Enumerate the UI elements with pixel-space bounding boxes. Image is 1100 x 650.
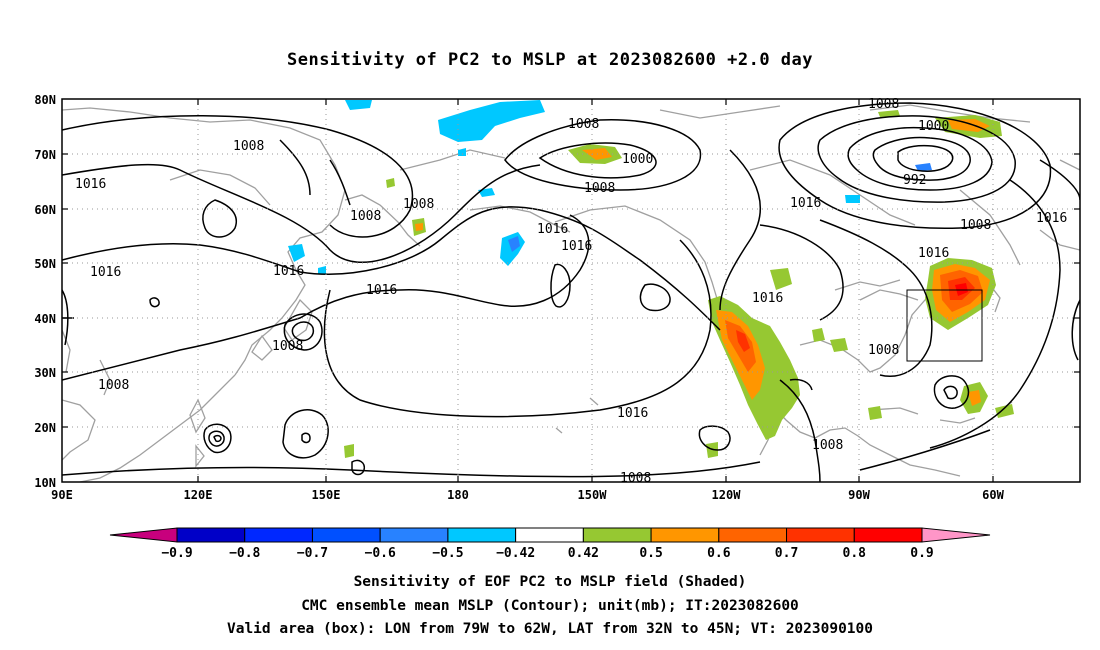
lat-label: 60N: [34, 203, 56, 217]
colorbar-label: 0.8: [843, 546, 867, 561]
contour-label: 1016: [617, 406, 648, 421]
lon-label: 90E: [51, 488, 73, 502]
colorbar-swatch: [786, 527, 855, 543]
colorbar-swatch: [582, 527, 652, 543]
colorbar-high-triangle: [921, 527, 991, 543]
contour-label-group: 1008 1016 1008 1016 1016 1008 1008 1008 …: [75, 97, 1067, 486]
lat-label: 70N: [34, 148, 56, 162]
lat-label: 40N: [34, 312, 56, 326]
valid-area-box: [906, 289, 983, 362]
lat-label: 50N: [34, 257, 56, 271]
colorbar-label: −0.6: [365, 546, 396, 561]
colorbar-label: −0.5: [432, 546, 463, 561]
colorbar-swatch: [718, 527, 788, 543]
contour-label: 1016: [90, 265, 121, 280]
contour-label: 1008: [403, 197, 434, 212]
contour-label: 1008: [620, 471, 651, 486]
colorbar-label: 0.9: [910, 546, 933, 561]
lat-label: 10N: [34, 476, 56, 490]
lon-label: 150W: [578, 488, 608, 502]
colorbar-label: −0.8: [229, 546, 260, 561]
colorbar-label: −0.9: [161, 546, 192, 561]
colorbar-swatch: [176, 527, 246, 543]
chart-title: Sensitivity of PC2 to MSLP at 2023082600…: [286, 50, 813, 70]
colorbar-swatch: [311, 527, 381, 543]
lon-label: 120W: [712, 488, 742, 502]
lon-label: 90W: [848, 488, 870, 502]
contour-label: 1016: [918, 246, 949, 261]
colorbar-swatch: [379, 527, 449, 543]
contour-label: 1008: [584, 181, 615, 196]
contour-label: 1008: [812, 438, 843, 453]
longitude-labels: 90E 120E 150E 180 150W 120W 90W 60W: [51, 488, 1004, 502]
footer-line-shading: Sensitivity of EOF PC2 to MSLP field (Sh…: [353, 574, 747, 590]
colorbar-swatch: [650, 527, 720, 543]
colorbar-low-triangle: [109, 527, 178, 543]
plot-frame: [61, 98, 1081, 483]
colorbar-swatch: [447, 527, 517, 543]
colorbar-swatch: [853, 527, 923, 543]
colorbar-label: 0.7: [775, 546, 798, 561]
colorbar-label: 0.42: [568, 546, 599, 561]
contour-label: 1016: [752, 291, 783, 306]
contour-label: 1016: [537, 222, 568, 237]
colorbar-swatch: [515, 527, 584, 543]
colorbar-label: 0.6: [707, 546, 731, 561]
contour-label: 1008: [960, 218, 991, 233]
contour-label: 992: [903, 173, 926, 188]
lat-label: 20N: [34, 421, 56, 435]
colorbar-swatch: [244, 527, 313, 543]
footer-line-valid-area: Valid area (box): LON from 79W to 62W, L…: [226, 621, 873, 637]
contour-label: 1016: [1036, 211, 1067, 226]
colorbar-labels: −0.9 −0.8 −0.7 −0.6 −0.5 −0.42 0.42 0.5 0.6 0.7 0.…: [161, 546, 933, 561]
latitude-labels: 80N 70N 60N 50N 40N 30N 20N 10N: [34, 93, 56, 490]
lat-label: 80N: [34, 93, 56, 107]
lon-label: 150E: [312, 488, 341, 502]
lon-label: 120E: [184, 488, 213, 502]
contour-label: 1016: [75, 177, 106, 192]
colorbar-label: −0.42: [496, 546, 535, 561]
contour-label: 1016: [561, 239, 592, 254]
axis-ticks: [62, 99, 1080, 482]
lat-label: 30N: [34, 366, 56, 380]
contour-label: 1016: [790, 196, 821, 211]
contour-label: 1008: [568, 117, 599, 132]
contour-label: 1000: [918, 119, 949, 134]
contour-label: 1016: [273, 264, 304, 279]
contour-label: 1008: [233, 139, 264, 154]
positive-sensitivity-regions: [344, 110, 1014, 458]
contour-label: 1008: [868, 97, 899, 112]
contour-label: 1016: [366, 283, 397, 298]
contour-label: 1008: [98, 378, 129, 393]
negative-sensitivity-regions: [288, 100, 932, 274]
contour-label: 1008: [350, 209, 381, 224]
colorbar-label: −0.7: [297, 546, 328, 561]
contour-label: 1000: [622, 152, 653, 167]
contour-label: 1008: [868, 343, 899, 358]
footer-line-contour: CMC ensemble mean MSLP (Contour); unit(m…: [301, 598, 799, 614]
colorbar-boxes: [176, 527, 923, 543]
contour-label: 1008: [272, 339, 303, 354]
mslp-contours: [62, 102, 1080, 482]
colorbar: −0.9 −0.8 −0.7 −0.6 −0.5 −0.42 0.42 0.5 0.6 0.7 0.…: [109, 527, 991, 561]
lon-label: 180: [447, 488, 469, 502]
lon-label: 60W: [982, 488, 1004, 502]
colorbar-label: 0.5: [639, 546, 662, 561]
